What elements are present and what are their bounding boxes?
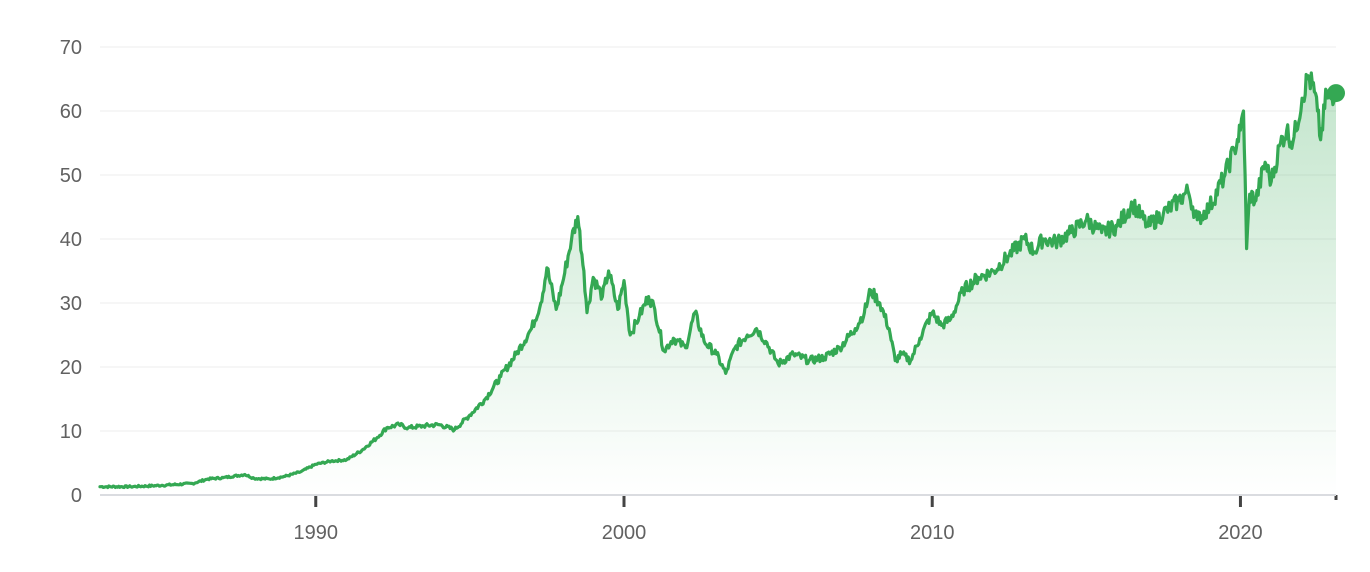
y-tick-label: 50	[60, 165, 82, 187]
y-tick-label: 60	[60, 101, 82, 123]
y-tick-label: 40	[60, 229, 82, 251]
x-axis-ticks: 1990 2000 2010 2020	[294, 495, 1338, 544]
series-area-fill	[100, 73, 1336, 495]
x-tick-label: 1990	[294, 522, 339, 544]
x-tick-label: 2000	[602, 522, 647, 544]
grid-lines	[100, 46, 1336, 432]
y-tick-label: 70	[60, 37, 82, 59]
x-tick-label: 2010	[910, 522, 955, 544]
y-axis-ticks: 0 10 20 30 40 50 60 70	[60, 37, 82, 507]
y-tick-label: 20	[60, 357, 82, 379]
x-tick-label: 2020	[1218, 522, 1263, 544]
y-tick-label: 30	[60, 293, 82, 315]
latest-value-marker[interactable]	[1327, 84, 1345, 103]
series-line	[98, 71, 1338, 490]
y-tick-label: 0	[71, 485, 82, 507]
y-tick-label: 10	[60, 421, 82, 443]
